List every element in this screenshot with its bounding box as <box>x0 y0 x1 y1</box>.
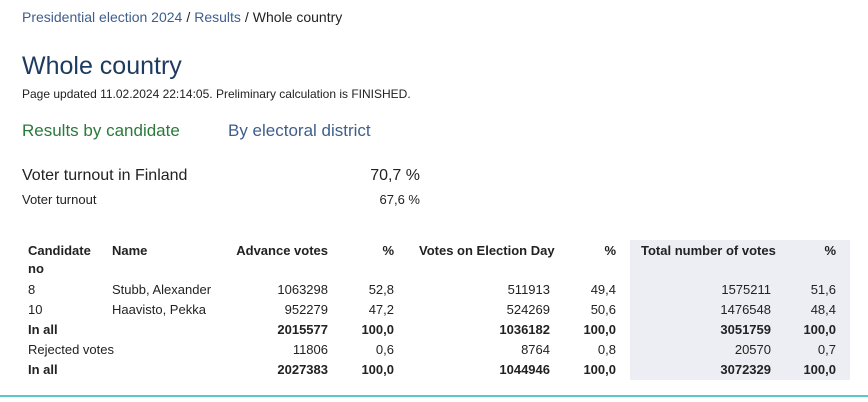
table-cell: 0,7 <box>817 342 836 357</box>
table-cell: 524269 <box>506 302 550 317</box>
table-cell: Rejected votes <box>28 342 114 357</box>
table-cell: 48,4 <box>810 302 836 317</box>
table-cell: 3051759 <box>720 322 771 337</box>
column-header: % <box>604 243 616 258</box>
table-cell: 51,6 <box>810 282 836 297</box>
table-cell: 47,2 <box>368 302 394 317</box>
turnout-label: Voter turnout <box>22 192 97 207</box>
breadcrumb-separator: / <box>244 9 249 25</box>
column-header: % <box>824 243 836 258</box>
table-cell: 100,0 <box>803 322 836 337</box>
table-cell: In all <box>28 362 58 377</box>
table-cell: In all <box>28 322 58 337</box>
turnout-value: 67,6 % <box>379 192 420 207</box>
column-header: Total number of votes <box>641 243 776 258</box>
table-cell: 8764 <box>521 342 550 357</box>
table-cell: 100,0 <box>361 322 394 337</box>
table-cell: 0,8 <box>597 342 616 357</box>
table-cell: 1036182 <box>499 322 550 337</box>
turnout-label: Voter turnout in Finland <box>22 167 188 184</box>
column-header: Votes on Election Day <box>419 243 555 258</box>
column-header: Name <box>112 243 148 258</box>
table-cell: 10 <box>28 302 43 317</box>
column-header: Advance votes <box>236 243 328 258</box>
divider <box>0 395 868 397</box>
update-info: Page updated 11.02.2024 22:14:05. Prelim… <box>22 87 411 101</box>
table-cell: 3072329 <box>720 362 771 377</box>
tab[interactable]: By electoral district <box>228 121 371 140</box>
table-cell: 100,0 <box>583 322 616 337</box>
table-cell: 2027383 <box>277 362 328 377</box>
tab[interactable]: Results by candidate <box>22 121 180 140</box>
table-cell: 8 <box>28 282 36 297</box>
page-title: Whole country <box>22 52 182 80</box>
breadcrumb-separator: / <box>186 9 191 25</box>
breadcrumb-item[interactable]: Results <box>194 9 241 25</box>
table-cell: 20570 <box>734 342 771 357</box>
table-cell: 52,8 <box>368 282 394 297</box>
table-cell: 952279 <box>284 302 328 317</box>
breadcrumb-item: Whole country <box>252 9 343 25</box>
table-cell: 2015577 <box>277 322 328 337</box>
turnout-value: 70,7 % <box>370 167 420 184</box>
table-cell: 1575211 <box>721 282 771 297</box>
highlight-column <box>630 240 850 380</box>
table-cell: 0,6 <box>375 342 394 357</box>
table-cell: Stubb, Alexander <box>112 282 212 297</box>
table-cell: 511913 <box>507 282 550 297</box>
table-cell: 100,0 <box>583 362 616 377</box>
table-cell: 50,6 <box>590 302 616 317</box>
table-cell: Haavisto, Pekka <box>112 302 206 317</box>
table-cell: 11806 <box>292 342 328 357</box>
table-cell: 100,0 <box>361 362 394 377</box>
column-header: Candidate no <box>28 243 91 276</box>
table-cell: 1063298 <box>277 282 328 297</box>
table-cell: 1476548 <box>720 302 771 317</box>
breadcrumb-item[interactable]: Presidential election 2024 <box>22 9 183 25</box>
column-header: % <box>382 243 394 258</box>
table-cell: 49,4 <box>590 282 616 297</box>
table-cell: 1044946 <box>499 362 550 377</box>
table-cell: 100,0 <box>803 362 836 377</box>
